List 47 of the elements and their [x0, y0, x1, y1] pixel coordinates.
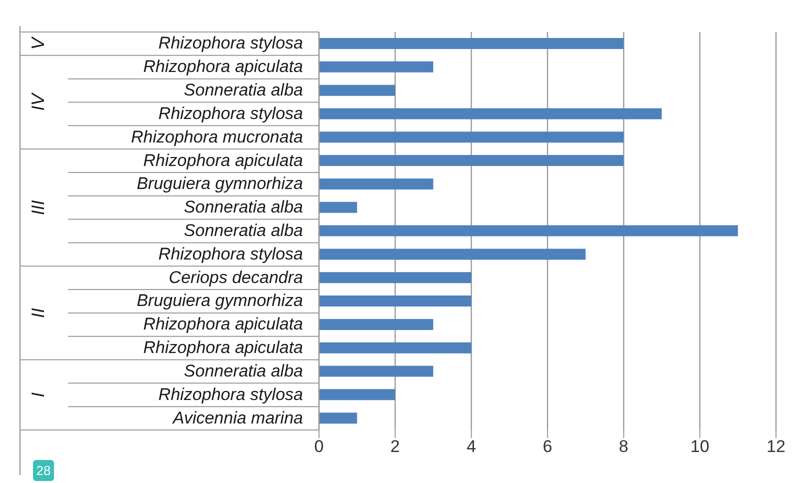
bar	[319, 389, 396, 400]
bar	[319, 272, 472, 284]
bar	[319, 108, 662, 120]
y-tick-label: Bruguiera gymnorhiza	[136, 291, 303, 310]
y-tick-label: Rhizophora stylosa	[158, 384, 303, 404]
x-tick-label: 10	[690, 437, 710, 456]
y-tick-label: Rhizophora stylosa	[158, 104, 303, 123]
bar	[319, 225, 738, 236]
bar	[319, 38, 624, 49]
text: II	[28, 308, 48, 318]
bar	[319, 84, 396, 96]
bar	[319, 248, 586, 260]
y-tick-label: Avicennia marina	[172, 408, 303, 428]
bar	[319, 202, 358, 213]
bar	[319, 132, 624, 143]
y-tick-label: Sonneratia alba	[184, 198, 303, 217]
text: IV	[28, 92, 48, 111]
y-tick-label: Rhizophora apiculata	[143, 150, 303, 170]
y-tick-label: Rhizophora apiculata	[143, 338, 303, 358]
bar	[319, 61, 434, 72]
y-tick-label: Rhizophora stylosa	[158, 244, 303, 264]
text: III	[28, 200, 48, 216]
x-tick-label: 4	[466, 437, 476, 456]
bar	[319, 412, 358, 424]
bar	[319, 318, 434, 330]
y-tick-label: Rhizophora mucronata	[131, 127, 303, 146]
text: I	[28, 392, 48, 398]
page-number-badge: 28	[33, 460, 54, 481]
y-tick-label: Rhizophora apiculata	[143, 314, 303, 334]
y-tick-label: Sonneratia alba	[184, 80, 303, 100]
y-tick-label: Bruguiera gymnorhiza	[136, 174, 303, 194]
bar	[319, 296, 472, 307]
y-tick-label: Sonneratia alba	[184, 221, 303, 240]
bar	[319, 155, 624, 166]
y-tick-label: Sonneratia alba	[184, 361, 303, 380]
x-tick-label: 0	[314, 437, 324, 456]
y-tick-label: Ceriops decandra	[168, 268, 303, 287]
y-tick-label: Rhizophora stylosa	[158, 34, 303, 53]
y-tick-label: Rhizophora apiculata	[143, 57, 303, 76]
bar	[319, 178, 434, 190]
bar	[319, 366, 434, 377]
bar	[319, 342, 472, 354]
x-tick-label: 12	[766, 437, 786, 456]
text: V	[28, 36, 48, 50]
x-tick-label: 8	[618, 437, 628, 456]
x-tick-label: 2	[390, 437, 400, 456]
x-tick-label: 6	[542, 437, 552, 456]
